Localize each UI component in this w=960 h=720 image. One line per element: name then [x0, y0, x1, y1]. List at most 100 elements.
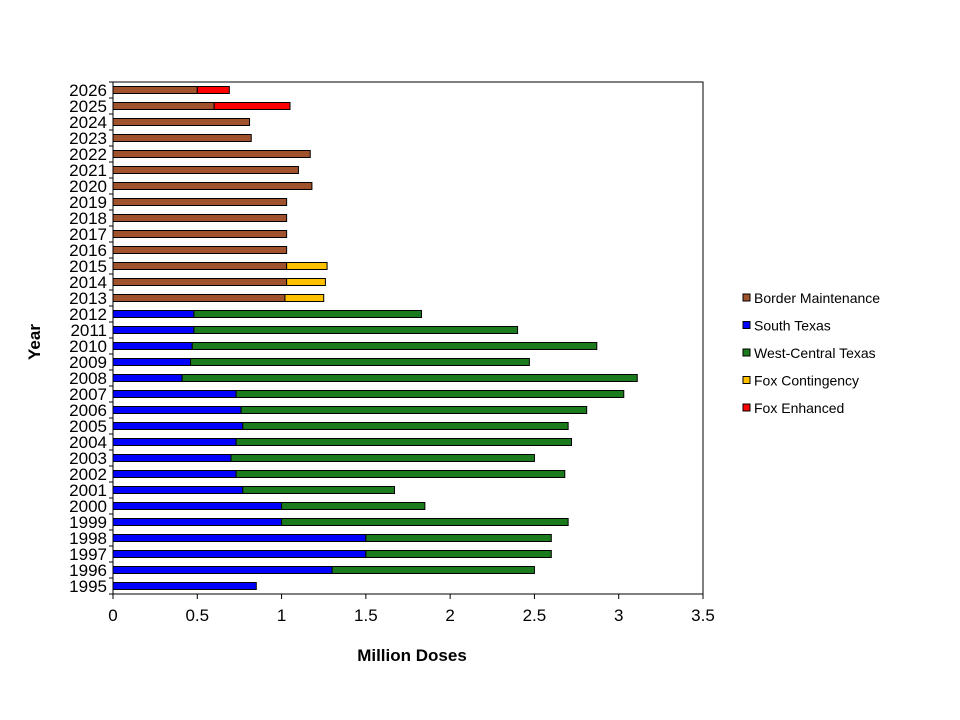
y-tick-label: 2006 [69, 401, 107, 420]
y-tick-label: 2012 [69, 305, 107, 324]
bar-2024-border-maintenance [112, 118, 251, 126]
bar-2004-south-texas [112, 438, 237, 446]
y-tick-label: 2017 [69, 225, 107, 244]
y-tick-label: 1997 [69, 545, 107, 564]
y-tick-label: 2014 [69, 273, 107, 292]
y-tick-label: 2023 [69, 129, 107, 148]
y-tick-label: 2010 [69, 337, 107, 356]
bar-2026-border-maintenance [112, 86, 198, 94]
x-tick-label: 1.5 [354, 606, 378, 625]
y-tick-label: 2004 [69, 433, 107, 452]
y-tick-label: 2007 [69, 385, 107, 404]
y-tick-label: 2001 [69, 481, 107, 500]
bar-2021-border-maintenance [112, 166, 299, 174]
bar-2002-south-texas [112, 470, 237, 478]
y-tick-label: 2022 [69, 145, 107, 164]
bar-2011-west-central-texas [193, 326, 519, 334]
y-tick-label: 2003 [69, 449, 107, 468]
y-tick-label: 1995 [69, 577, 107, 596]
bar-2007-west-central-texas [235, 390, 625, 398]
x-tick-label: 1 [277, 606, 286, 625]
y-tick-label: 2025 [69, 97, 107, 116]
bar-2017-border-maintenance [112, 230, 288, 238]
legend-swatch [742, 321, 751, 329]
y-tick-label: 1996 [69, 561, 107, 580]
y-tick-label: 2009 [69, 353, 107, 372]
bar-2014-fox-contingency [286, 278, 326, 286]
bar-1995-south-texas [112, 582, 257, 590]
bar-2022-border-maintenance [112, 150, 311, 158]
bar-1997-south-texas [112, 550, 367, 558]
bar-2025-fox-enhanced [213, 102, 291, 110]
bar-2011-south-texas [112, 326, 195, 334]
y-tick-label: 2024 [69, 113, 107, 132]
bar-2001-west-central-texas [242, 486, 396, 494]
y-tick-label: 2016 [69, 241, 107, 260]
y-tick-label: 2018 [69, 209, 107, 228]
bar-2008-west-central-texas [181, 374, 638, 382]
bar-2014-border-maintenance [112, 278, 288, 286]
legend-swatch [742, 403, 751, 412]
x-tick-label: 3 [614, 606, 623, 625]
bar-2019-border-maintenance [112, 198, 288, 206]
y-tick-label: 2013 [69, 289, 107, 308]
bar-1999-south-texas [112, 518, 283, 526]
bar-2016-border-maintenance [112, 246, 288, 254]
bar-2009-west-central-texas [190, 358, 530, 366]
legend-label: West-Central Texas [754, 345, 876, 361]
legend-swatch [742, 293, 751, 302]
bar-2010-south-texas [112, 342, 193, 350]
bar-2001-south-texas [112, 486, 244, 494]
bar-2007-south-texas [112, 390, 237, 398]
bar-2010-west-central-texas [191, 342, 598, 350]
bar-2003-west-central-texas [230, 454, 535, 462]
bar-2025-border-maintenance [112, 102, 215, 110]
y-axis-labels: 1995199619971998199920002001200220032004… [69, 81, 113, 596]
bar-2002-west-central-texas [235, 470, 566, 478]
bar-2005-south-texas [112, 422, 244, 430]
x-tick-label: 3.5 [691, 606, 715, 625]
y-tick-label: 2015 [69, 257, 107, 276]
x-tick-label: 0.5 [185, 606, 209, 625]
bar-2018-border-maintenance [112, 214, 288, 222]
y-tick-label: 2021 [69, 161, 107, 180]
bar-2012-west-central-texas [193, 310, 422, 318]
y-tick-label: 1999 [69, 513, 107, 532]
x-tick-label: 2 [445, 606, 454, 625]
x-tick-label: 0 [108, 606, 117, 625]
bar-1997-west-central-texas [365, 550, 552, 558]
bar-1998-west-central-texas [365, 534, 552, 542]
plot-border [112, 81, 704, 595]
legend-label: Fox Enhanced [754, 400, 844, 416]
legend-swatch [742, 348, 751, 357]
bar-2015-fox-contingency [286, 262, 328, 270]
bar-2004-west-central-texas [235, 438, 573, 446]
x-axis-labels: 0 0.5 1 1.5 2 2.5 3 3.5 [108, 594, 715, 625]
y-axis-title: Year [25, 324, 44, 360]
bar-2009-south-texas [112, 358, 192, 366]
bar-2003-south-texas [112, 454, 232, 462]
bar-2023-border-maintenance [112, 134, 252, 142]
bar-1999-west-central-texas [281, 518, 569, 526]
legend-label: Border Maintenance [754, 290, 880, 306]
y-tick-label: 2005 [69, 417, 107, 436]
y-tick-label: 2019 [69, 193, 107, 212]
bar-1998-south-texas [112, 534, 367, 542]
y-tick-label: 2002 [69, 465, 107, 484]
bar-1996-south-texas [112, 566, 333, 574]
y-tick-label: 2026 [69, 81, 107, 100]
bar-2026-fox-enhanced [196, 86, 230, 94]
y-tick-label: 2000 [69, 497, 107, 516]
legend-swatch [742, 376, 751, 384]
bar-2006-west-central-texas [240, 406, 588, 414]
bar-2008-south-texas [112, 374, 183, 382]
x-axis-title: Million Doses [357, 646, 467, 665]
bar-2000-south-texas [112, 502, 283, 510]
x-tick-label: 2.5 [523, 606, 547, 625]
bar-2020-border-maintenance [112, 182, 313, 190]
y-tick-label: 2011 [70, 321, 107, 340]
bar-2006-south-texas [112, 406, 242, 414]
legend: Border Maintenance South Texas West-Centra… [742, 290, 880, 416]
y-tick-label: 2020 [69, 177, 107, 196]
